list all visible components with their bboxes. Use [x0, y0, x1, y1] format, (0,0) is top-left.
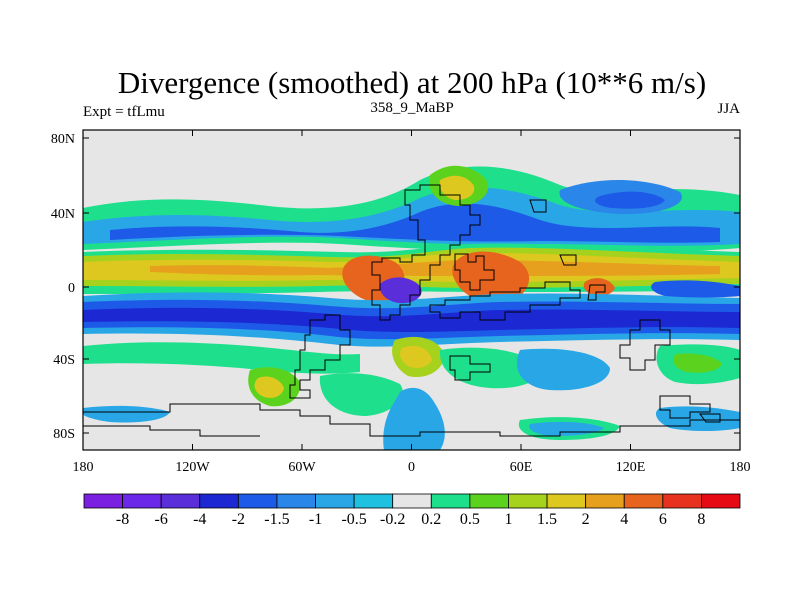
divergence-field-southern-patches	[83, 336, 740, 450]
lat-tick-label: 80S	[53, 427, 75, 442]
colorbar-label: 2	[582, 511, 590, 528]
lon-tick-label: 0	[408, 460, 415, 475]
colorbar-label: 1.5	[537, 511, 557, 528]
season-label: JJA	[717, 101, 740, 117]
divergence-field-north	[83, 165, 740, 252]
lat-tick-label: 40S	[53, 353, 75, 368]
colorbar-swatch	[315, 493, 355, 509]
lon-tick-label: 180	[730, 460, 751, 475]
colorbar-swatch	[546, 493, 587, 509]
colorbar-label: -1	[309, 511, 322, 528]
colorbar-swatch	[83, 493, 123, 509]
colorbar-label: -0.2	[380, 511, 405, 528]
colorbar-swatch	[199, 493, 239, 509]
colorbar-label: 4	[620, 511, 628, 528]
map-plot	[83, 130, 740, 450]
colorbar: -8 -6 -4 -2 -1.5 -1 -0.5 -0.2 0.2 0.5 1 1.5 2 4 6 8	[83, 493, 741, 528]
lon-tick-label: 180	[73, 460, 94, 475]
colorbar-label: -2	[232, 511, 245, 528]
colorbar-label: -6	[155, 511, 168, 528]
colorbar-swatch	[160, 493, 201, 509]
latitude-axis: 80N 40N 0 40S 80S	[51, 132, 740, 442]
colorbar-swatch	[623, 493, 664, 509]
lon-tick-label: 60W	[288, 460, 316, 475]
colorbar-label: -1.5	[264, 511, 289, 528]
colorbar-swatch	[508, 493, 548, 509]
case-label: 358_9_MaBP	[370, 100, 453, 116]
colorbar-swatch	[662, 493, 702, 509]
colorbar-label: 8	[697, 511, 705, 528]
colorbar-swatch	[392, 493, 432, 509]
colorbar-swatch	[122, 493, 162, 509]
lat-tick-label: 40N	[51, 207, 75, 222]
experiment-label: Expt = tfLmu	[83, 104, 165, 120]
colorbar-swatch	[237, 493, 278, 509]
colorbar-label: -0.5	[341, 511, 366, 528]
colorbar-label: 0.2	[421, 511, 441, 528]
lat-tick-label: 80N	[51, 132, 75, 147]
colorbar-swatch	[276, 493, 316, 509]
longitude-axis: 180 120W 60W 0 60E 120E 180	[73, 130, 751, 475]
colorbar-swatch	[353, 493, 394, 509]
lon-tick-label: 120E	[616, 460, 646, 475]
colorbar-swatch	[701, 493, 741, 509]
colorbar-swatch	[469, 493, 509, 509]
lon-tick-label: 60E	[510, 460, 533, 475]
lon-tick-label: 120W	[175, 460, 210, 475]
colorbar-label: -8	[116, 511, 129, 528]
colorbar-label: 6	[659, 511, 667, 528]
colorbar-swatch	[585, 493, 625, 509]
colorbar-swatch	[430, 493, 471, 509]
colorbar-label: -4	[193, 511, 206, 528]
plot-title: Divergence (smoothed) at 200 hPa (10**6 …	[118, 65, 706, 100]
colorbar-label: 1	[504, 511, 512, 528]
lat-tick-label: 0	[68, 281, 75, 296]
colorbar-label: 0.5	[460, 511, 480, 528]
coastline	[83, 184, 740, 437]
divergence-field-south-negative	[83, 277, 740, 347]
